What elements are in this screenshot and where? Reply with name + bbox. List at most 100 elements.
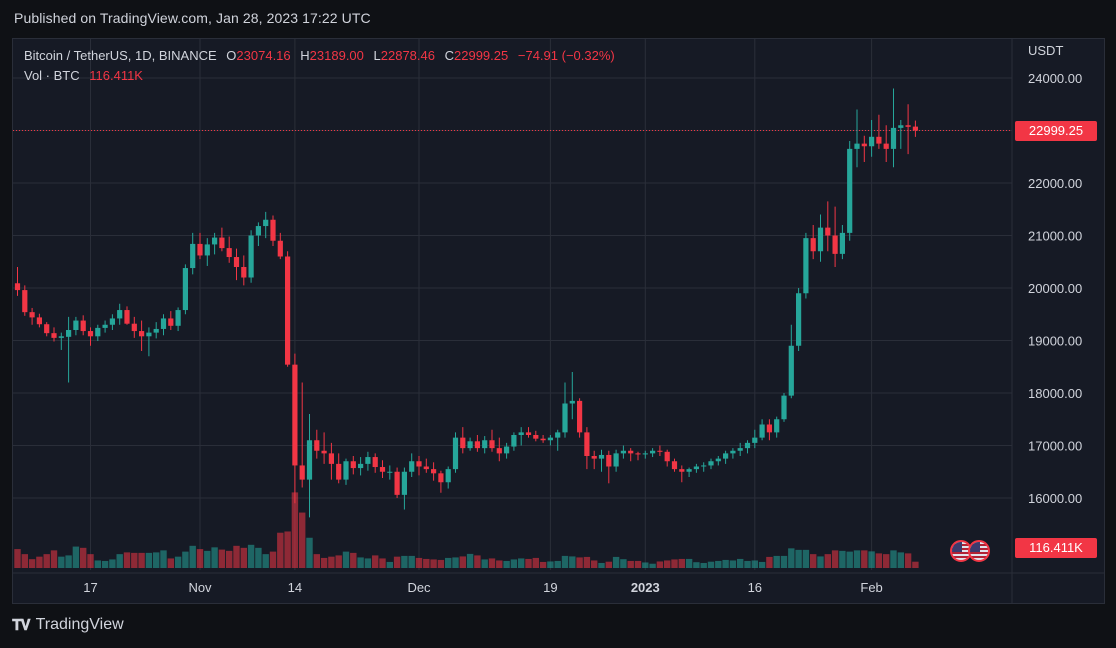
candle-body [533, 435, 539, 439]
volume-value: 116.411K [89, 68, 143, 83]
candle-body [102, 324, 108, 328]
candle-body [431, 469, 437, 474]
footer-brand[interactable]: TradingView [35, 616, 124, 633]
x-tick-label: Nov [188, 580, 212, 595]
volume-bar [831, 550, 839, 568]
volume-bar [247, 544, 255, 568]
volume-bar [160, 550, 167, 568]
volume-bar [642, 562, 649, 568]
candle-body [744, 442, 751, 449]
economic-events[interactable] [948, 540, 996, 564]
y-tick-label: 22000.00 [1028, 176, 1082, 191]
change-value: −74.91 (−0.32%) [517, 48, 615, 63]
volume-bar [72, 546, 80, 568]
candle-body [730, 450, 736, 454]
candle-body [328, 453, 334, 464]
volume-bar [167, 558, 174, 568]
candle-body [854, 143, 860, 149]
candle-body [591, 456, 597, 459]
volume-bar [897, 552, 904, 568]
candle-body [109, 318, 115, 325]
volume-bar [525, 558, 532, 568]
candle-body [379, 467, 386, 472]
candle-body [372, 457, 378, 468]
candle-body [299, 465, 305, 480]
volume-bar [729, 560, 737, 568]
candle-body [781, 395, 787, 420]
candle-body [146, 332, 152, 337]
candle-body [255, 226, 261, 236]
candle-body [861, 143, 867, 147]
tradingview-logo-icon[interactable]: 𝐓𝐕 [12, 616, 31, 634]
volume-bar [269, 551, 277, 568]
volume-bar [685, 558, 693, 568]
candle-body [496, 448, 502, 454]
legend-ohlc-row: Bitcoin / TetherUS, 1D, BINANCE O23074.1… [24, 46, 615, 66]
chart-panel[interactable] [12, 38, 1105, 604]
volume-bar [459, 556, 466, 568]
volume-bar [795, 549, 802, 568]
volume-bar [335, 555, 342, 568]
candle-body [292, 364, 298, 466]
volume-bar [707, 561, 715, 568]
candle-body [14, 283, 21, 291]
volume-bar [634, 560, 642, 568]
volume-bar [627, 560, 634, 568]
candle-body [774, 419, 780, 433]
volume-bar [532, 557, 539, 568]
y-tick-label: 16000.00 [1028, 491, 1082, 506]
candle-body [693, 466, 699, 470]
volume-bar [211, 547, 218, 568]
volume-bar [481, 559, 488, 568]
volume-bar [28, 559, 36, 568]
volume-bar [715, 560, 722, 568]
volume-bar [386, 561, 393, 568]
volume-bar [401, 555, 408, 568]
volume-bar [802, 549, 810, 568]
us-flag-icon[interactable] [968, 540, 990, 562]
candle-body [489, 440, 495, 449]
volume-bar [853, 550, 861, 568]
candle-body [445, 469, 451, 483]
candle-body [847, 148, 853, 233]
volume-bar [430, 559, 437, 568]
volume-bar [773, 555, 780, 568]
high-label: H [300, 48, 310, 63]
volume-bar [576, 557, 583, 568]
candle-body [825, 227, 831, 236]
candle-body [343, 461, 349, 480]
open-value: 23074.16 [236, 48, 291, 63]
last-price-tag: 22999.25 [1015, 121, 1097, 141]
candle-body [336, 463, 342, 480]
volume-bar [131, 552, 138, 568]
volume-bar [123, 552, 131, 568]
candle-body [87, 331, 94, 337]
symbol-label[interactable]: Bitcoin / TetherUS, 1D, BINANCE [24, 48, 217, 63]
footer: 𝐓𝐕 TradingView [12, 616, 124, 634]
volume-bar [758, 561, 766, 568]
candle-body [679, 469, 685, 472]
y-tick-label: 18000.00 [1028, 386, 1082, 401]
candle-body [306, 440, 313, 480]
candle-body [460, 437, 466, 449]
candle-body [628, 450, 634, 454]
candle-body [584, 432, 590, 456]
y-tick-label: 24000.00 [1028, 71, 1082, 86]
volume-bar [408, 555, 415, 568]
x-tick-label: 17 [83, 580, 97, 595]
candle-body [131, 323, 137, 332]
candle-body [409, 461, 415, 472]
volume-bar [620, 559, 627, 568]
candle-body [168, 318, 174, 326]
candle-body [650, 450, 656, 454]
volume-bar [379, 558, 386, 568]
volume-bar [306, 537, 313, 568]
volume-label[interactable]: Vol · BTC [24, 68, 80, 83]
volume-bar [693, 562, 700, 568]
volume-bar [861, 550, 868, 568]
candle-body [723, 453, 729, 459]
volume-bar [393, 556, 401, 568]
volume-bar [868, 551, 875, 568]
chart-legend: Bitcoin / TetherUS, 1D, BINANCE O23074.1… [24, 46, 615, 86]
